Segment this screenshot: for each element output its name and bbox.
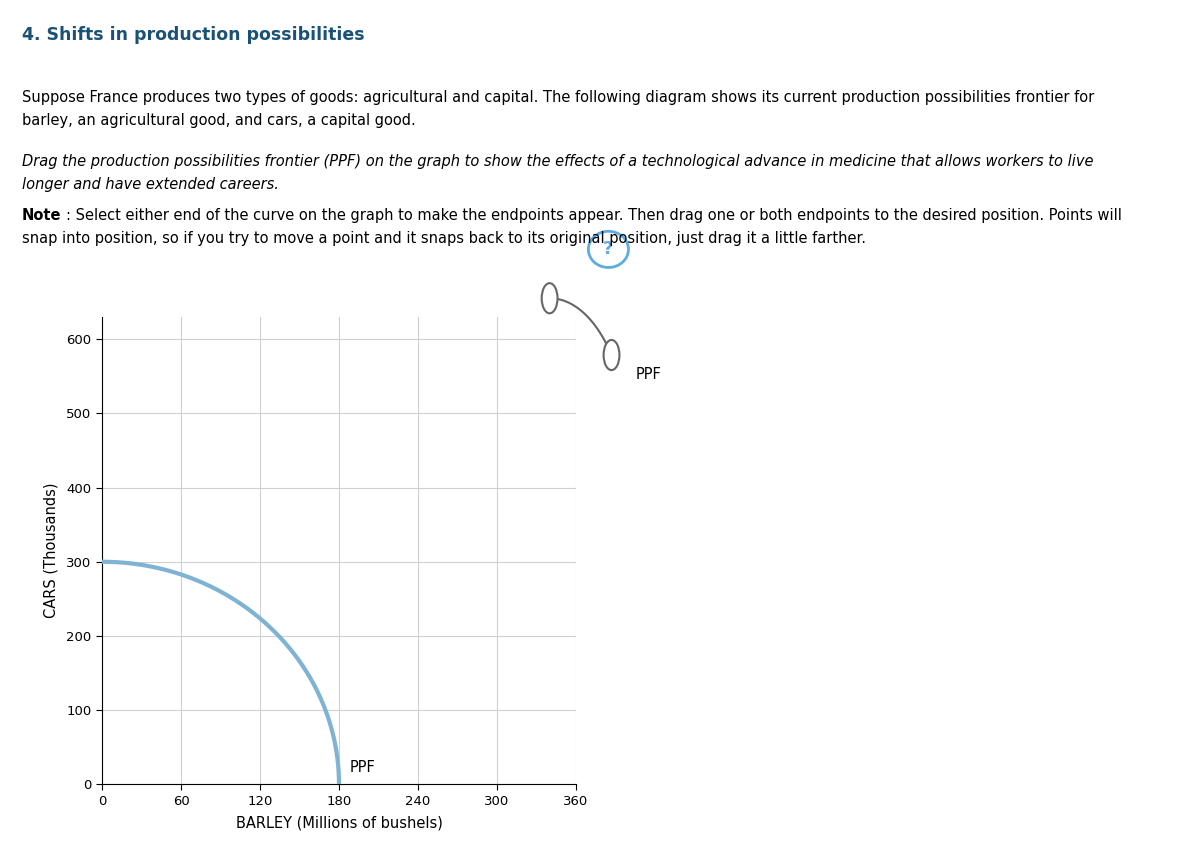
Circle shape: [588, 231, 629, 267]
Text: Drag the production possibilities frontier (PPF) on the graph to show the effect: Drag the production possibilities fronti…: [22, 154, 1093, 170]
Circle shape: [604, 340, 619, 370]
Text: Note: Note: [22, 208, 61, 224]
Y-axis label: CARS (Thousands): CARS (Thousands): [43, 482, 58, 619]
Text: snap into position, so if you try to move a point and it snaps back to its origi: snap into position, so if you try to mov…: [22, 231, 865, 247]
X-axis label: BARLEY (Millions of bushels): BARLEY (Millions of bushels): [235, 816, 443, 831]
Text: longer and have extended careers.: longer and have extended careers.: [22, 177, 278, 193]
Text: PPF: PPF: [349, 760, 376, 776]
Text: barley, an agricultural good, and cars, a capital good.: barley, an agricultural good, and cars, …: [22, 113, 415, 129]
Text: Suppose France produces two types of goods: agricultural and capital. The follow: Suppose France produces two types of goo…: [22, 90, 1094, 105]
Text: ?: ?: [604, 240, 613, 259]
Text: 4. Shifts in production possibilities: 4. Shifts in production possibilities: [22, 26, 365, 44]
Circle shape: [541, 283, 558, 314]
Text: : Select either end of the curve on the graph to make the endpoints appear. Then: : Select either end of the curve on the …: [66, 208, 1122, 224]
Text: PPF: PPF: [636, 367, 661, 382]
